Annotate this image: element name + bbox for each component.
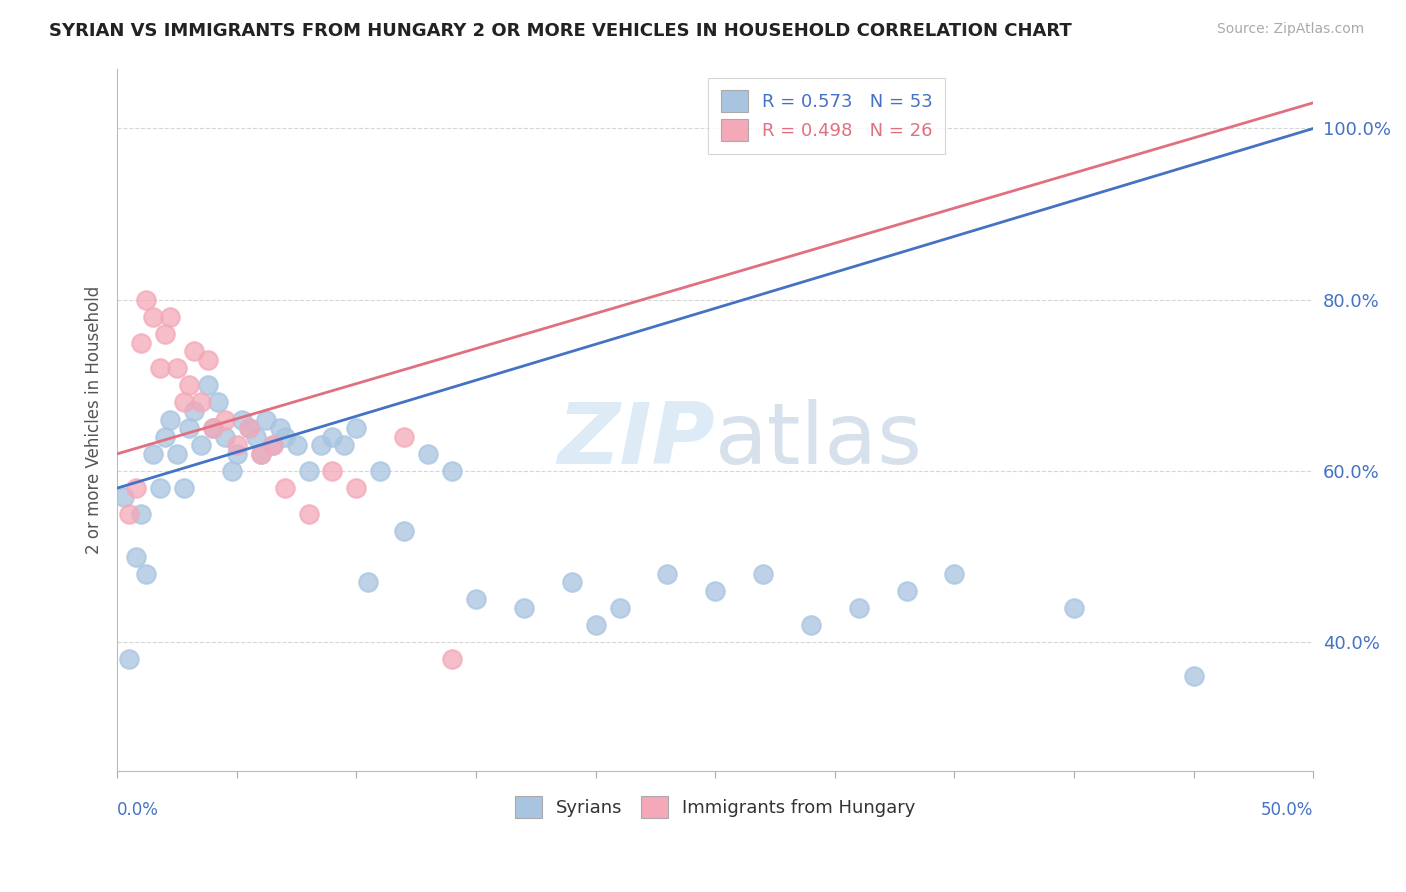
Point xyxy=(183,344,205,359)
Point xyxy=(657,566,679,581)
Point xyxy=(249,447,271,461)
Point xyxy=(1182,669,1205,683)
Point xyxy=(207,395,229,409)
Point xyxy=(297,507,319,521)
Point xyxy=(344,421,367,435)
Point xyxy=(585,618,607,632)
Point xyxy=(173,481,195,495)
Point xyxy=(269,421,291,435)
Point xyxy=(197,378,219,392)
Point xyxy=(321,430,343,444)
Point xyxy=(135,293,157,307)
Point xyxy=(225,447,247,461)
Point xyxy=(285,438,308,452)
Point xyxy=(177,421,200,435)
Point xyxy=(190,395,212,409)
Point xyxy=(297,464,319,478)
Point xyxy=(394,524,416,538)
Point xyxy=(249,447,271,461)
Point xyxy=(118,507,141,521)
Point xyxy=(149,361,172,376)
Point xyxy=(173,395,195,409)
Point xyxy=(197,352,219,367)
Point xyxy=(273,481,295,495)
Text: atlas: atlas xyxy=(716,400,924,483)
Point xyxy=(238,421,260,435)
Point xyxy=(166,361,188,376)
Point xyxy=(1063,601,1085,615)
Point xyxy=(214,412,236,426)
Point xyxy=(245,430,267,444)
Point xyxy=(561,575,583,590)
Point xyxy=(201,421,224,435)
Point xyxy=(943,566,966,581)
Point xyxy=(221,464,243,478)
Legend: Syrians, Immigrants from Hungary: Syrians, Immigrants from Hungary xyxy=(508,789,922,825)
Point xyxy=(800,618,823,632)
Point xyxy=(214,430,236,444)
Point xyxy=(159,412,181,426)
Point xyxy=(370,464,392,478)
Point xyxy=(129,507,152,521)
Point xyxy=(254,412,277,426)
Point xyxy=(129,335,152,350)
Point xyxy=(262,438,284,452)
Point xyxy=(752,566,775,581)
Point xyxy=(896,583,918,598)
Point xyxy=(118,652,141,666)
Point xyxy=(704,583,727,598)
Point xyxy=(238,421,260,435)
Text: 0.0%: 0.0% xyxy=(117,801,159,819)
Point xyxy=(344,481,367,495)
Point xyxy=(231,412,253,426)
Point xyxy=(125,549,148,564)
Point xyxy=(441,464,464,478)
Y-axis label: 2 or more Vehicles in Household: 2 or more Vehicles in Household xyxy=(86,285,103,554)
Point xyxy=(394,430,416,444)
Point xyxy=(135,566,157,581)
Point xyxy=(273,430,295,444)
Point xyxy=(609,601,631,615)
Point xyxy=(225,438,247,452)
Point xyxy=(125,481,148,495)
Point xyxy=(848,601,870,615)
Text: SYRIAN VS IMMIGRANTS FROM HUNGARY 2 OR MORE VEHICLES IN HOUSEHOLD CORRELATION CH: SYRIAN VS IMMIGRANTS FROM HUNGARY 2 OR M… xyxy=(49,22,1071,40)
Point xyxy=(321,464,343,478)
Point xyxy=(190,438,212,452)
Point xyxy=(166,447,188,461)
Point xyxy=(357,575,380,590)
Point xyxy=(201,421,224,435)
Point xyxy=(153,430,176,444)
Text: 50.0%: 50.0% xyxy=(1261,801,1313,819)
Point xyxy=(465,592,488,607)
Point xyxy=(142,310,165,324)
Point xyxy=(112,490,135,504)
Point xyxy=(159,310,181,324)
Point xyxy=(149,481,172,495)
Point xyxy=(177,378,200,392)
Point xyxy=(418,447,440,461)
Point xyxy=(333,438,356,452)
Point xyxy=(309,438,332,452)
Point xyxy=(262,438,284,452)
Text: Source: ZipAtlas.com: Source: ZipAtlas.com xyxy=(1216,22,1364,37)
Text: ZIP: ZIP xyxy=(558,400,716,483)
Point xyxy=(183,404,205,418)
Point xyxy=(441,652,464,666)
Point xyxy=(153,326,176,341)
Point xyxy=(513,601,536,615)
Point xyxy=(142,447,165,461)
